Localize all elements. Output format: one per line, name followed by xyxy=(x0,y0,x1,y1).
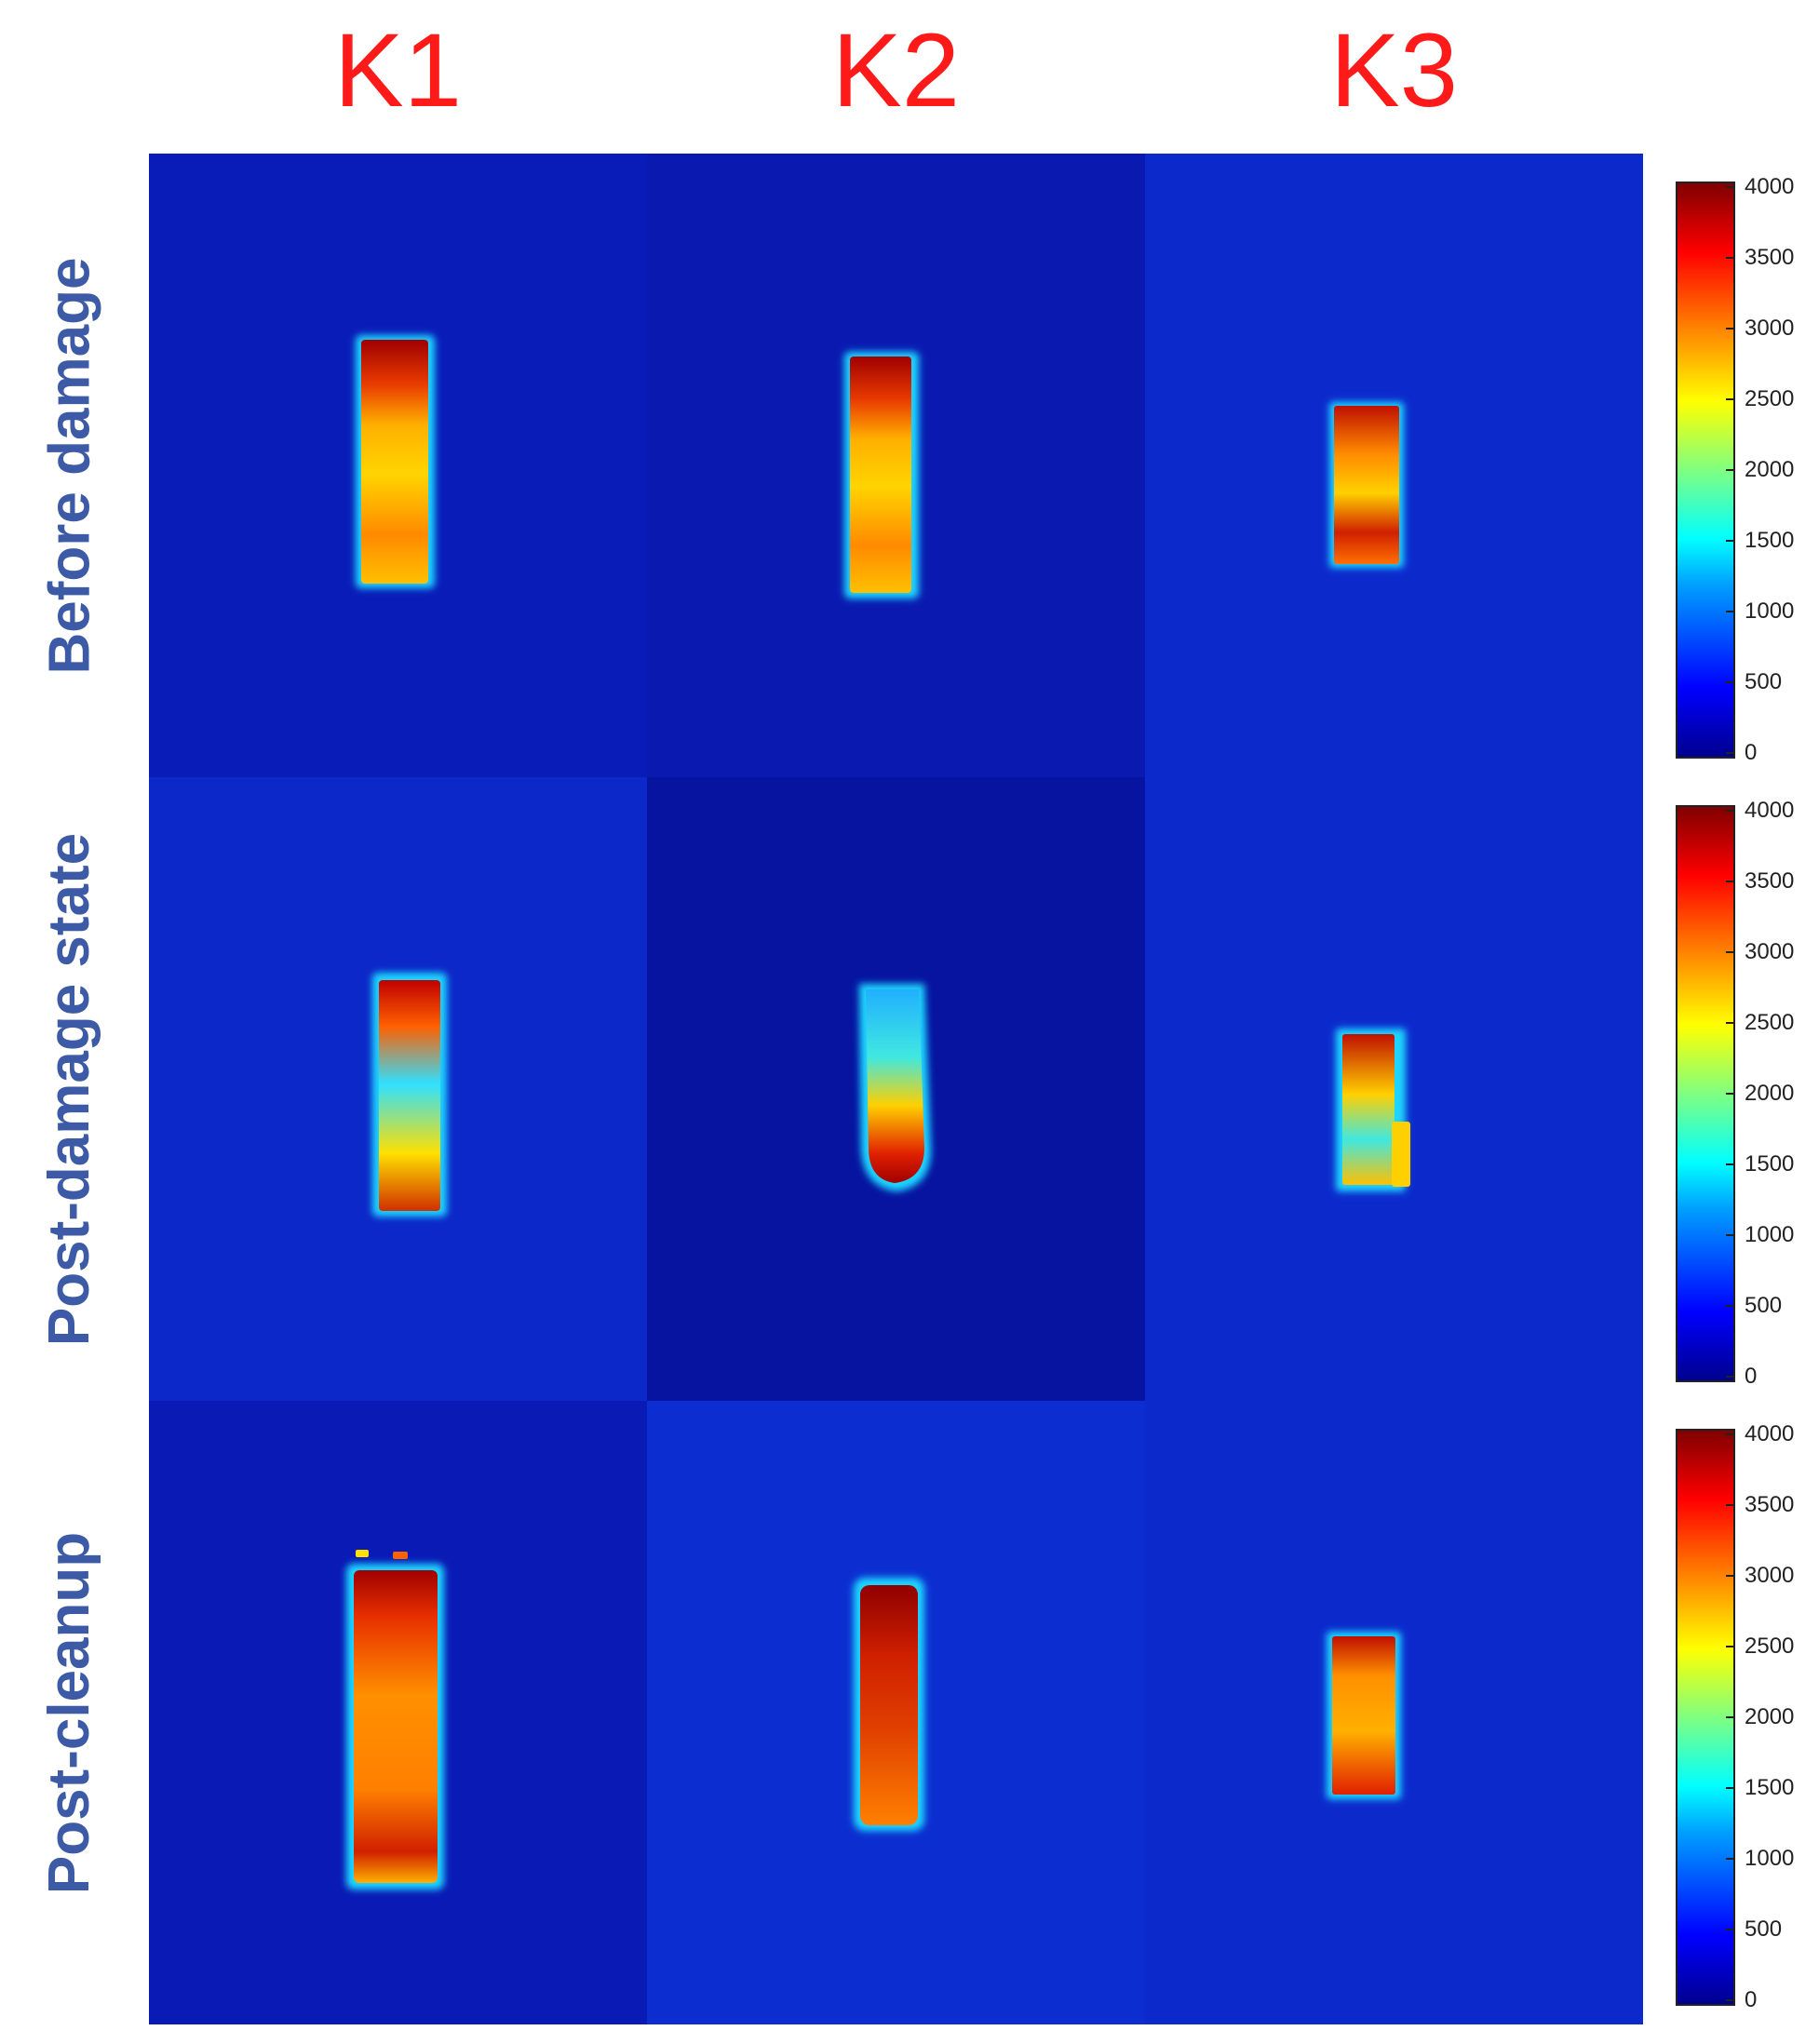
colorbar-tick-mark xyxy=(1726,752,1735,754)
colorbar-tick-mark xyxy=(1726,681,1735,683)
column-title-k3: K3 xyxy=(1330,11,1458,128)
colorbar-tick-label: 500 xyxy=(1745,1916,1783,1942)
column-title-k1: K1 xyxy=(334,11,462,128)
colorbar-tick-label: 500 xyxy=(1745,1293,1783,1318)
heatmap-panel-post-cleanup-k1 xyxy=(149,1401,647,2024)
colorbar-tick-label: 2500 xyxy=(1745,1634,1795,1659)
colorbar-tick-mark xyxy=(1726,1234,1735,1236)
colorbar-tick-mark xyxy=(1726,1093,1735,1095)
heatmap-panel-before-k1 xyxy=(149,154,647,777)
colorbar-tick-label: 3500 xyxy=(1745,245,1795,270)
colorbar-tick-mark xyxy=(1726,1646,1735,1647)
heatmap-panel-post-damage-k3 xyxy=(1145,777,1643,1401)
colorbar-tick-mark xyxy=(1726,540,1735,542)
colorbar-tick-mark xyxy=(1726,1022,1735,1024)
colorbar-tick-label: 3500 xyxy=(1745,1492,1795,1517)
colorbar-tick-mark xyxy=(1726,1858,1735,1860)
colorbar-tick-mark xyxy=(1726,1305,1735,1307)
row-label-post-cleanup: Post-cleanup xyxy=(37,1531,102,1894)
row-label-post-damage-wrap: Post-damage state xyxy=(0,777,140,1401)
colorbar-tick-label: 4000 xyxy=(1745,798,1795,823)
row-label-post-cleanup-wrap: Post-cleanup xyxy=(0,1401,140,2024)
row-label-before-wrap: Before damage xyxy=(0,154,140,777)
heatmap-panel-before-k2 xyxy=(647,154,1145,777)
colorbar-tick-label: 1500 xyxy=(1745,1151,1795,1177)
colorbar-tick-mark xyxy=(1726,1929,1735,1930)
colorbar-tick-label: 3500 xyxy=(1745,868,1795,894)
colorbar-tick-label: 500 xyxy=(1745,669,1783,694)
colorbar-tick-label: 1500 xyxy=(1745,528,1795,553)
colorbar-tick-mark xyxy=(1726,328,1735,329)
colorbar-tick-label: 0 xyxy=(1745,740,1758,765)
colorbar-tick-mark xyxy=(1726,398,1735,400)
row-label-post-damage-state: Post-damage state xyxy=(37,832,102,1346)
colorbar-tick-label: 0 xyxy=(1745,1364,1758,1389)
colorbar-tick-mark xyxy=(1726,469,1735,471)
colorbar-tick-label: 2000 xyxy=(1745,1081,1795,1106)
heatmap-panel-post-cleanup-k3 xyxy=(1145,1401,1643,2024)
colorbar-tick-label: 1000 xyxy=(1745,1846,1795,1871)
colorbar-tick-label: 2000 xyxy=(1745,1704,1795,1729)
colorbar-tick-mark xyxy=(1726,810,1735,812)
colorbar-tick-mark xyxy=(1726,1999,1735,2001)
colorbar-tick-label: 3000 xyxy=(1745,939,1795,964)
colorbar-tick-label: 3000 xyxy=(1745,316,1795,341)
colorbar-tick-label: 1500 xyxy=(1745,1775,1795,1800)
colorbar-tick-label: 2000 xyxy=(1745,457,1795,482)
colorbar-tick-label: 2500 xyxy=(1745,386,1795,411)
heatmap-panel-before-k3 xyxy=(1145,154,1643,777)
colorbar-tick-mark xyxy=(1726,1787,1735,1789)
colorbar-tick-label: 1000 xyxy=(1745,598,1795,624)
row-label-before-damage: Before damage xyxy=(37,257,102,674)
colorbar-tick-label: 2500 xyxy=(1745,1010,1795,1035)
colorbar-tick-mark xyxy=(1726,257,1735,259)
colorbar-tick-mark xyxy=(1726,611,1735,612)
colorbar-tick-mark xyxy=(1726,1376,1735,1378)
heatmap-grid xyxy=(149,154,1643,2024)
colorbar-tick-mark xyxy=(1726,1716,1735,1718)
colorbar-tick-mark xyxy=(1726,1504,1735,1506)
heatmap-panel-post-damage-k1 xyxy=(149,777,647,1401)
colorbar-tick-mark xyxy=(1726,1575,1735,1577)
colorbar-row-2 xyxy=(1676,805,1735,1382)
heatmap-panel-post-damage-k2 xyxy=(647,777,1145,1401)
colorbar-tick-mark xyxy=(1726,186,1735,188)
colorbar-tick-mark xyxy=(1726,881,1735,882)
colorbar-row-3 xyxy=(1676,1429,1735,2006)
colorbar-tick-label: 4000 xyxy=(1745,1421,1795,1446)
colorbar-tick-label: 4000 xyxy=(1745,174,1795,199)
column-title-k2: K2 xyxy=(832,11,960,128)
colorbar-tick-label: 1000 xyxy=(1745,1222,1795,1247)
colorbar-tick-mark xyxy=(1726,951,1735,953)
colorbar-tick-mark xyxy=(1726,1433,1735,1435)
colorbar-tick-mark xyxy=(1726,1163,1735,1165)
colorbar-tick-label: 3000 xyxy=(1745,1563,1795,1588)
heatmap-panel-post-cleanup-k2 xyxy=(647,1401,1145,2024)
colorbar-tick-label: 0 xyxy=(1745,1987,1758,2012)
